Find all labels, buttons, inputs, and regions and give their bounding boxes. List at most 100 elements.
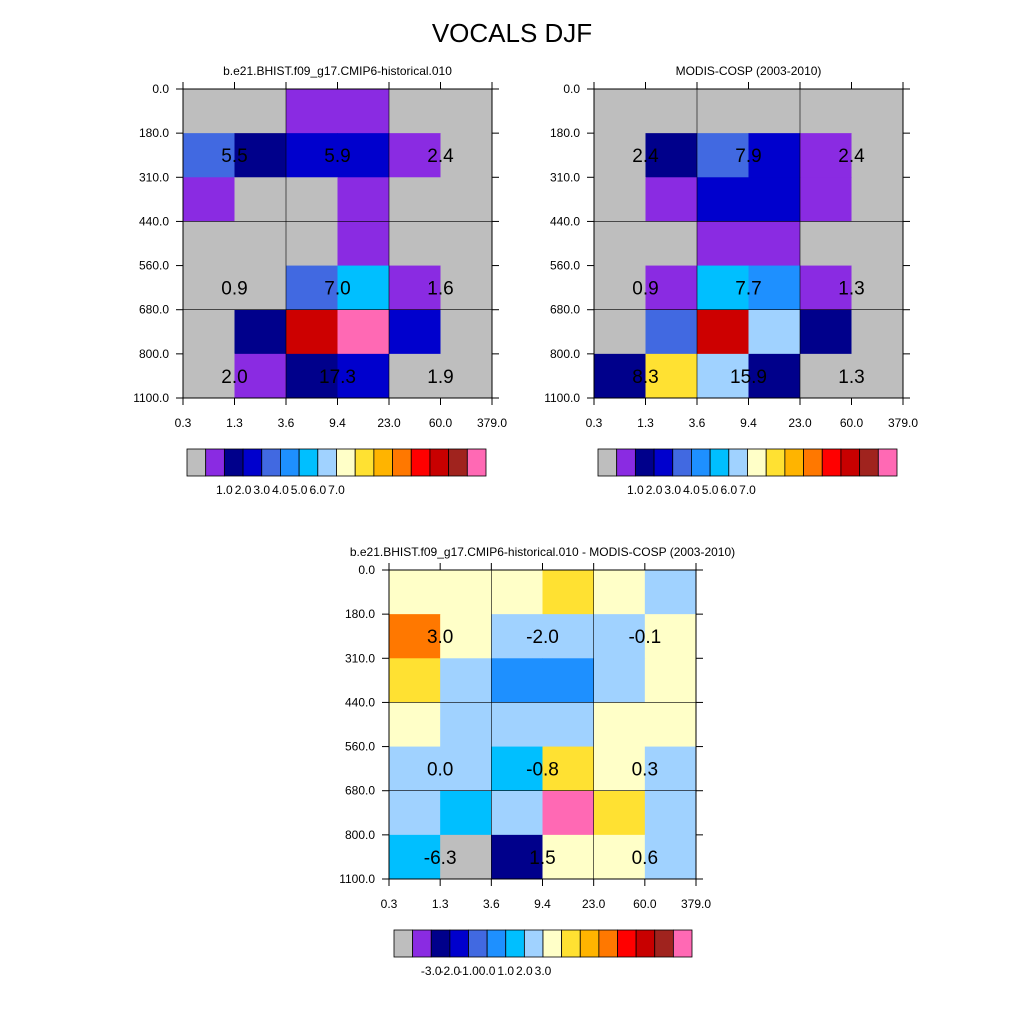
heatmap-cell <box>440 177 493 222</box>
colorbar-label: -1.0 <box>458 964 479 978</box>
heatmap-cell <box>800 265 852 311</box>
heatmap-cell <box>800 353 852 399</box>
colorbar-box <box>317 448 337 477</box>
heatmap-cell <box>337 265 390 311</box>
cell-value-label: 15.9 <box>730 367 767 388</box>
heatmap-cell <box>697 89 749 134</box>
colorbar-label: -3.0 <box>421 964 442 978</box>
heatmap-cell <box>748 353 801 399</box>
heatmap-cell <box>234 133 287 178</box>
heatmap-cell <box>286 89 338 134</box>
colorbar-box <box>242 448 263 477</box>
cell-value-label: 7.9 <box>735 146 761 167</box>
colorbar-label: 5.0 <box>702 483 719 497</box>
heatmap-cell <box>234 221 287 267</box>
heatmap-cell <box>645 265 698 311</box>
heatmap-cell <box>593 658 646 703</box>
heatmap-cell <box>645 89 698 134</box>
colorbar-label: 5.0 <box>291 483 308 497</box>
colorbar-label: 1.0 <box>497 964 514 978</box>
colorbar-box <box>449 929 469 958</box>
cell-value-label: 17.3 <box>319 367 356 388</box>
heatmap-cell <box>594 177 646 222</box>
x-tick-label: 23.0 <box>582 897 606 911</box>
cell-value-label: 0.9 <box>221 279 247 300</box>
heatmap-cell <box>440 614 492 659</box>
colorbar-box <box>468 929 488 958</box>
colorbar-box <box>486 929 507 958</box>
heatmap-cell <box>851 221 904 267</box>
y-tick-label: 1100.0 <box>544 391 580 405</box>
heatmap-cell <box>594 221 646 267</box>
colorbar-box <box>672 929 693 958</box>
y-tick-label: 800.0 <box>139 347 169 361</box>
heatmap-cell <box>389 658 441 703</box>
heatmap-cell <box>594 133 646 178</box>
colorbar-box <box>877 448 898 477</box>
heatmap-cell <box>800 133 852 178</box>
cell-value-label: 0.0 <box>427 760 453 781</box>
heatmap-cell <box>440 221 493 267</box>
heatmap-cell <box>593 834 646 880</box>
x-tick-label: 9.4 <box>534 897 551 911</box>
x-tick-label: 9.4 <box>329 416 346 430</box>
x-tick-label: 60.0 <box>840 416 864 430</box>
heatmap-cell <box>234 265 287 311</box>
colorbar-box <box>393 929 414 958</box>
heatmap-cell <box>851 177 904 222</box>
heatmap-cell <box>337 309 390 355</box>
heatmap-cell <box>542 790 595 836</box>
x-tick-label: 379.0 <box>681 897 711 911</box>
heatmap-cell <box>183 177 235 222</box>
heatmap-cell <box>389 614 441 659</box>
heatmap-cell <box>491 746 543 792</box>
heatmap-cell <box>286 309 338 355</box>
colorbar-box <box>373 448 393 477</box>
heatmap-cell <box>234 353 287 399</box>
heatmap-cell <box>389 309 441 355</box>
panel-model: b.e21.BHIST.f09_g17.CMIP6-historical.010… <box>133 64 507 497</box>
heatmap-cell <box>337 89 390 134</box>
heatmap-cell <box>644 702 697 748</box>
heatmap-cell <box>644 658 697 703</box>
heatmap-cell <box>851 265 904 311</box>
y-tick-label: 440.0 <box>550 214 580 228</box>
y-tick-label: 680.0 <box>550 303 580 317</box>
heatmap-cell <box>440 265 493 311</box>
heatmap-cell <box>337 221 390 267</box>
heatmap-cell <box>748 133 801 178</box>
colorbar-label: 6.0 <box>309 483 326 497</box>
heatmap-cell <box>593 746 646 792</box>
heatmap-cell <box>440 89 493 134</box>
colorbar-label: 2.0 <box>516 964 533 978</box>
heatmap-cell <box>748 265 801 311</box>
heatmap-cell <box>491 658 543 703</box>
colorbar-box <box>412 929 432 958</box>
colorbar-label: 3.0 <box>535 964 552 978</box>
colorbar-box <box>298 448 319 477</box>
colorbar-box <box>186 448 207 477</box>
y-tick-label: 180.0 <box>345 607 375 621</box>
colorbar-box <box>747 448 767 477</box>
cell-value-label: 3.0 <box>427 627 453 648</box>
x-tick-label: 379.0 <box>888 416 918 430</box>
colorbar-box <box>859 448 879 477</box>
heatmap-cell <box>491 570 543 615</box>
colorbar-box <box>821 448 842 477</box>
heatmap-cell <box>491 834 543 880</box>
heatmap-cell <box>389 177 441 222</box>
heatmap-cell <box>440 746 492 792</box>
cell-value-label: 7.0 <box>324 279 350 300</box>
colorbar-box <box>635 929 656 958</box>
y-tick-label: 440.0 <box>345 695 375 709</box>
colorbar-box <box>223 448 244 477</box>
heatmap-cell <box>851 133 904 178</box>
heatmap-cell <box>851 353 904 399</box>
colorbar-label: 2.0 <box>646 483 663 497</box>
colorbar-label: 7.0 <box>739 483 756 497</box>
cell-value-label: 1.5 <box>529 848 555 869</box>
heatmap-cell <box>183 133 235 178</box>
cell-value-label: -6.3 <box>424 848 457 869</box>
colorbar-label: 1.0 <box>216 483 233 497</box>
cell-value-label: 1.9 <box>427 367 453 388</box>
